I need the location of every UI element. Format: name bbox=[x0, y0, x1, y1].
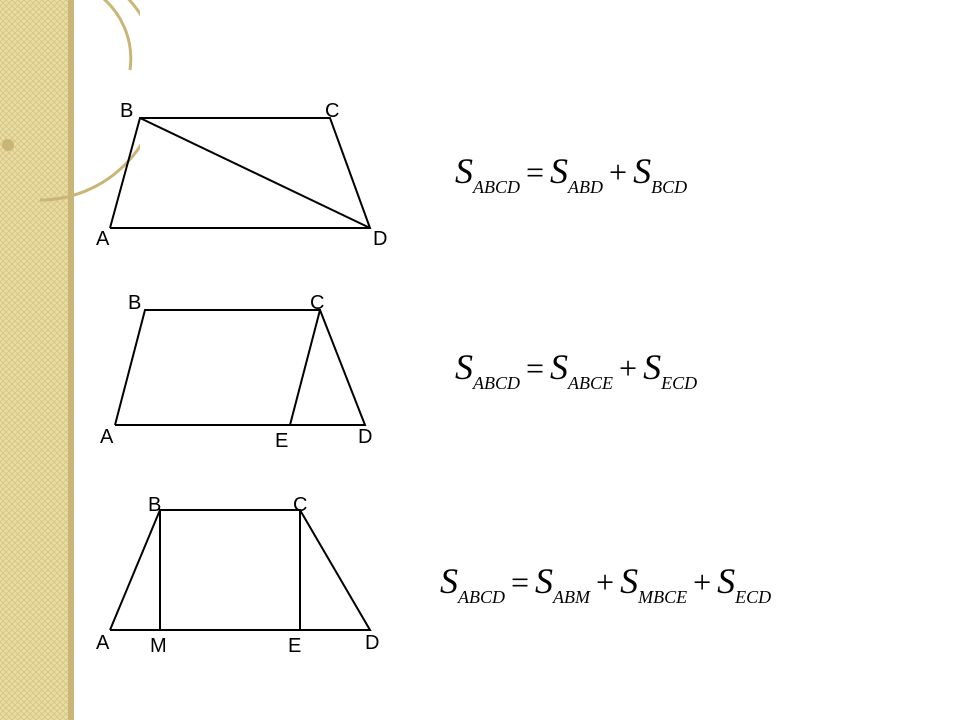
vertex-label-B: B bbox=[120, 100, 133, 123]
vertex-label-C: C bbox=[293, 494, 307, 517]
vertex-label-D: D bbox=[373, 228, 387, 251]
vertex-label-C: C bbox=[310, 292, 324, 315]
fig2-equation: SABCD=SABCE+SECD bbox=[455, 346, 697, 388]
fig1 bbox=[100, 108, 380, 238]
vertex-label-B: B bbox=[128, 292, 141, 315]
fig3 bbox=[100, 500, 390, 640]
vertex-label-B: B bbox=[148, 494, 161, 517]
vertex-label-E: E bbox=[288, 635, 301, 658]
fig3-equation: SABCD=SABM+SMBCE+SECD bbox=[440, 560, 771, 602]
vertex-label-D: D bbox=[365, 632, 379, 655]
vertex-label-D: D bbox=[358, 426, 372, 449]
content-area: A B C D SABCD=SABD+SBCD A B C E D SABCD=SABCE+SECD… bbox=[0, 0, 960, 720]
vertex-label-E: E bbox=[275, 430, 288, 453]
vertex-label-A: A bbox=[96, 228, 109, 251]
vertex-label-M: M bbox=[150, 635, 167, 658]
vertex-label-A: A bbox=[100, 426, 113, 449]
fig2 bbox=[105, 300, 385, 435]
fig1-equation: SABCD=SABD+SBCD bbox=[455, 150, 687, 192]
vertex-label-A: A bbox=[96, 632, 109, 655]
vertex-label-C: C bbox=[325, 100, 339, 123]
